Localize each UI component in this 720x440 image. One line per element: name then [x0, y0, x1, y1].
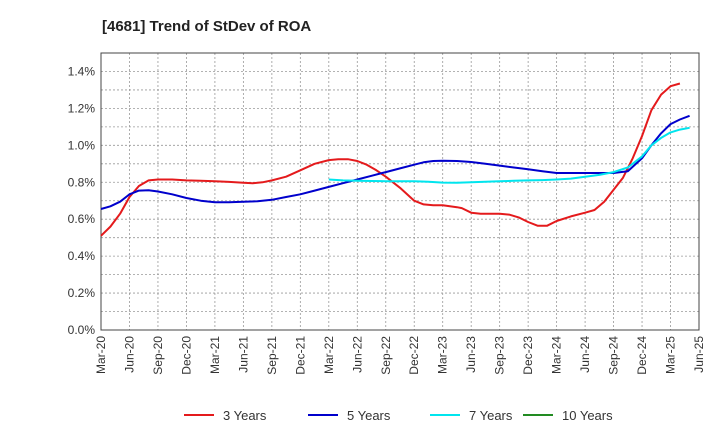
y-tick-label: 0.2% [68, 286, 96, 300]
x-tick-label: Mar-22 [322, 336, 336, 374]
x-tick-label: Mar-21 [208, 336, 222, 374]
plot-area [100, 52, 700, 331]
y-tick-label: 0.0% [68, 323, 96, 337]
x-tick-label: Dec-22 [407, 336, 421, 375]
x-axis: Mar-20 Jun-20 Sep-20 Dec-20 Mar-21 Jun-21 Sep-… [94, 336, 706, 375]
x-tick-label: Jun-23 [464, 336, 478, 373]
y-tick-label: 0.8% [68, 175, 96, 189]
y-tick-label: 0.6% [68, 212, 96, 226]
legend: 3 Years 5 Years 7 Years 10 Years [184, 408, 613, 423]
x-tick-label: Dec-21 [293, 336, 307, 375]
x-tick-label: Dec-24 [635, 336, 649, 375]
x-tick-label: Sep-22 [379, 336, 393, 375]
grid [101, 53, 699, 330]
x-tick-label: Jun-24 [578, 336, 592, 373]
x-tick-label: Sep-23 [493, 336, 507, 375]
y-tick-label: 1.4% [68, 64, 96, 78]
legend-label: 10 Years [562, 408, 613, 423]
series-lines [100, 82, 690, 237]
chart-title: [4681] Trend of StDev of ROA [102, 18, 311, 35]
series-line-7-years [328, 126, 690, 184]
x-tick-label: Mar-20 [94, 336, 108, 374]
x-tick-label: Mar-24 [550, 336, 564, 374]
x-tick-label: Jun-22 [350, 336, 364, 373]
y-tick-label: 1.0% [68, 138, 96, 152]
series-line-5-years [100, 114, 690, 210]
y-tick-label: 0.4% [68, 249, 96, 263]
x-tick-label: Sep-20 [151, 336, 165, 375]
series-line-3-years [100, 82, 681, 237]
y-axis: 0.0% 0.2% 0.4% 0.6% 0.8% 1.0% 1.2% 1.4% [68, 64, 96, 337]
legend-label: 3 Years [223, 408, 267, 423]
x-tick-label: Sep-24 [607, 336, 621, 375]
x-tick-label: Dec-23 [521, 336, 535, 375]
x-tick-label: Jun-21 [236, 336, 250, 373]
x-tick-label: Mar-25 [664, 336, 678, 374]
x-tick-label: Dec-20 [179, 336, 193, 375]
x-tick-label: Mar-23 [436, 336, 450, 374]
y-tick-label: 1.2% [68, 101, 96, 115]
legend-label: 7 Years [469, 408, 513, 423]
x-tick-label: Jun-25 [692, 336, 706, 373]
legend-label: 5 Years [347, 408, 391, 423]
x-tick-label: Jun-20 [122, 336, 136, 373]
x-tick-label: Sep-21 [265, 336, 279, 375]
